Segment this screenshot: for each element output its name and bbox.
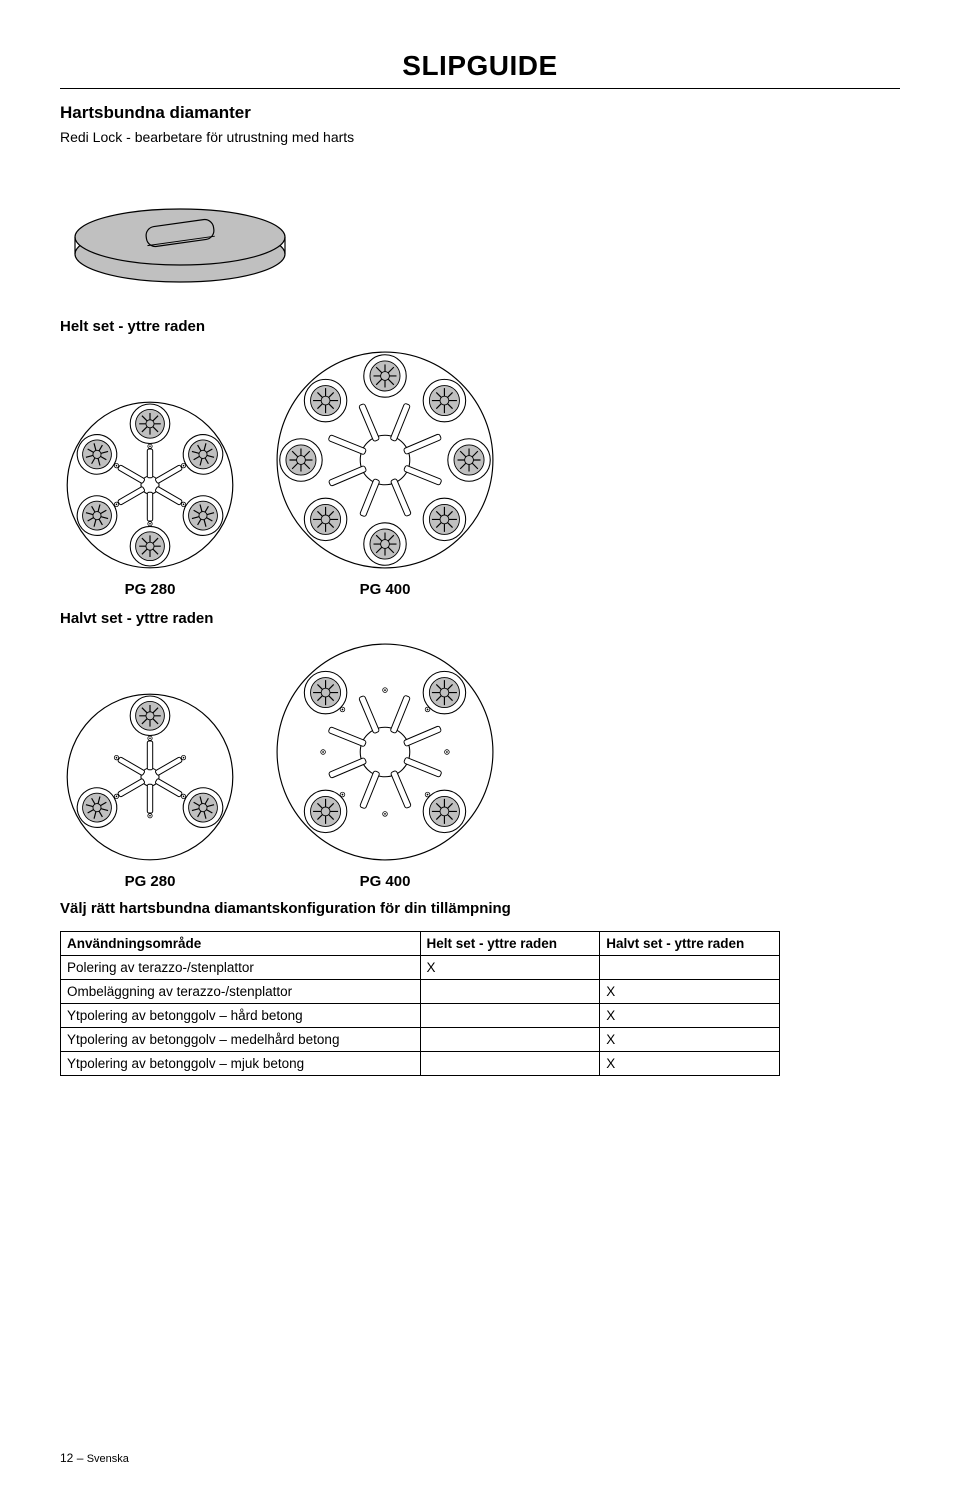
label-pg400-half: PG 400 <box>270 873 500 890</box>
table-row: Polering av terazzo-/stenplattorX <box>61 956 780 980</box>
full-set-row <box>60 345 900 575</box>
half-set-row <box>60 637 900 867</box>
section-sub: Redi Lock - bearbetare för utrustning me… <box>60 129 900 145</box>
page-title: SLIPGUIDE <box>60 50 900 82</box>
table-cell: X <box>420 956 600 980</box>
disc-pg400-full <box>270 345 500 575</box>
page-number: 12 <box>60 1451 73 1465</box>
table-cell: X <box>600 1052 780 1076</box>
footer-dash: – <box>73 1451 86 1465</box>
table-cell <box>600 956 780 980</box>
label-pg400-full: PG 400 <box>270 581 500 598</box>
table-cell: Polering av terazzo-/stenplattor <box>61 956 421 980</box>
table-cell <box>420 1052 600 1076</box>
disc-pg280-half <box>60 687 240 867</box>
table-row: Ombeläggning av terazzo-/stenplattor X <box>61 980 780 1004</box>
section-heading: Hartsbundna diamanter <box>60 103 900 123</box>
table-cell: Ytpolering av betonggolv – mjuk betong <box>61 1052 421 1076</box>
table-row: Ytpolering av betonggolv – hård betong X <box>61 1004 780 1028</box>
disc-pg400-half <box>270 637 500 867</box>
label-pg280-full: PG 280 <box>60 581 240 598</box>
full-set-heading: Helt set - yttre raden <box>60 318 900 335</box>
table-row: Ytpolering av betonggolv – mjuk betong X <box>61 1052 780 1076</box>
table-cell: X <box>600 1004 780 1028</box>
table-cell <box>420 1004 600 1028</box>
disc-pg280-full <box>60 395 240 575</box>
application-table: Användningsområde Helt set - yttre raden… <box>60 931 780 1076</box>
table-cell <box>420 980 600 1004</box>
page-footer: 12 – Svenska <box>60 1451 129 1465</box>
table-cell: X <box>600 980 780 1004</box>
table-cell: Ombeläggning av terazzo-/stenplattor <box>61 980 421 1004</box>
title-rule <box>60 88 900 89</box>
table-cell: Ytpolering av betonggolv – hård betong <box>61 1004 421 1028</box>
tool-disc-figure <box>60 159 900 294</box>
col-header-0: Användningsområde <box>61 932 421 956</box>
choose-text: Välj rätt hartsbundna diamantskonfigurat… <box>60 900 900 917</box>
label-pg280-half: PG 280 <box>60 873 240 890</box>
col-header-2: Halvt set - yttre raden <box>600 932 780 956</box>
col-header-1: Helt set - yttre raden <box>420 932 600 956</box>
table-cell: X <box>600 1028 780 1052</box>
footer-lang: Svenska <box>87 1453 129 1465</box>
table-row: Ytpolering av betonggolv – medelhård bet… <box>61 1028 780 1052</box>
half-set-heading: Halvt set - yttre raden <box>60 610 900 627</box>
table-cell <box>420 1028 600 1052</box>
table-cell: Ytpolering av betonggolv – medelhård bet… <box>61 1028 421 1052</box>
